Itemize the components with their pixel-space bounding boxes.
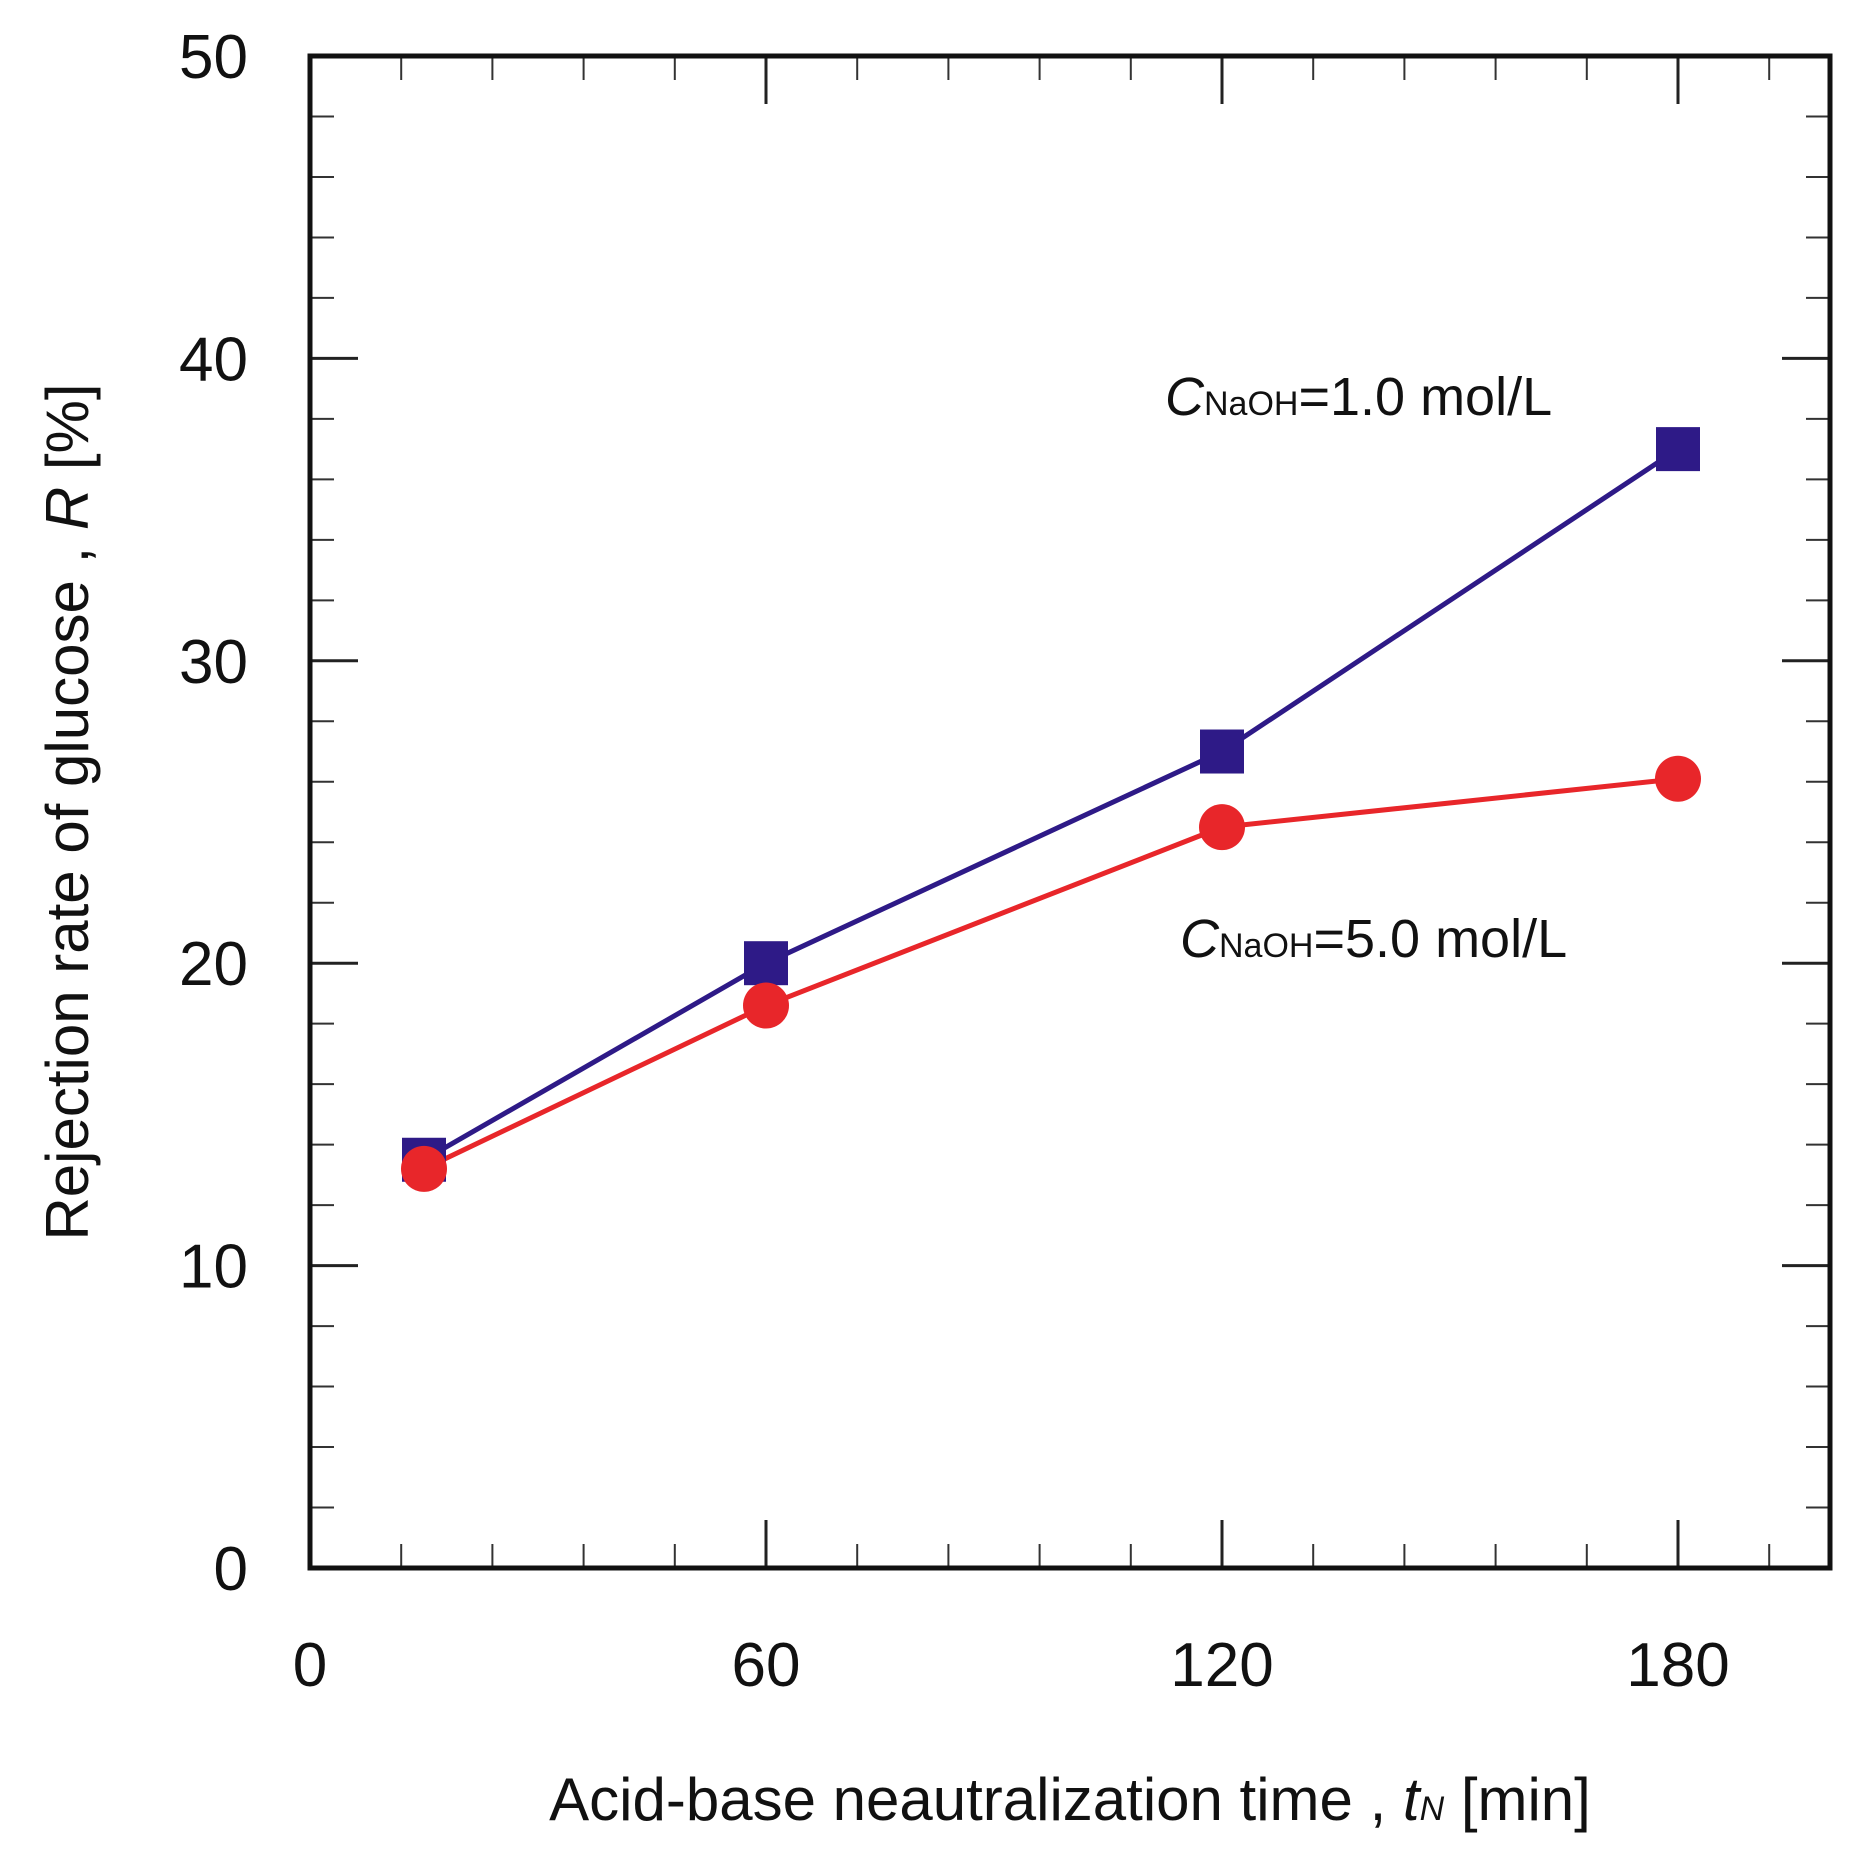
series-1-point (1200, 729, 1244, 774)
series-1-point (1656, 427, 1700, 472)
series-label-2-prefix: C (1180, 909, 1220, 969)
series-label-1: CNaOH=1.0 mol/L (1165, 367, 1552, 427)
series-1-point (744, 941, 788, 986)
series-line-2 (422, 776, 1679, 1172)
series-line-1 (422, 447, 1680, 1162)
x-axis-label-subscript: N (1420, 1790, 1445, 1828)
y-tick-label: 40 (179, 325, 248, 394)
y-tick-label: 30 (179, 628, 248, 697)
x-axis-label-symbol: t (1403, 1766, 1422, 1833)
y-axis-label: Rejection rate of glucose , R [%] (34, 383, 101, 1240)
plot-frame (307, 53, 1833, 1571)
x-tick-label: 0 (293, 1631, 327, 1700)
series-2-point (1655, 755, 1701, 802)
series-label-2: CNaOH=5.0 mol/L (1180, 909, 1567, 969)
y-tick-label: 0 (214, 1535, 248, 1604)
y-tick-label: 50 (179, 23, 248, 92)
series-2-point (401, 1145, 447, 1192)
x-tick-label: 120 (1170, 1631, 1273, 1700)
series-label-2-sub: NaOH (1219, 927, 1313, 965)
x-axis-label-unit: [min] (1444, 1766, 1591, 1833)
y-tick-label: 10 (179, 1233, 248, 1302)
x-axis-label: Acid-base neautralization time , tN [min… (549, 1766, 1591, 1833)
series-label-2-suffix: =5.0 mol/L (1313, 909, 1567, 969)
series-label-1-sub: NaOH (1204, 385, 1298, 423)
series-2-point (1199, 804, 1245, 851)
x-tick-labels: 0 60 120 180 (293, 1631, 1730, 1700)
x-axis-label-main: Acid-base neautralization time , (549, 1766, 1403, 1833)
major-ticks (310, 56, 1830, 1568)
y-tick-labels: 0 10 20 30 40 50 (179, 23, 248, 1604)
minor-ticks (310, 56, 1830, 1568)
x-tick-label: 180 (1626, 1631, 1729, 1700)
x-tick-label: 60 (732, 1631, 801, 1700)
y-axis-label-symbol: R (34, 487, 101, 530)
y-axis-label-main: Rejection rate of glucose , (34, 530, 101, 1240)
series-label-1-suffix: =1.0 mol/L (1298, 367, 1552, 427)
series-lines (422, 447, 1680, 1172)
series-2-point (743, 982, 789, 1029)
y-tick-label: 20 (179, 930, 248, 999)
y-axis-label-unit: [%] (34, 383, 101, 486)
series-label-1-prefix: C (1165, 367, 1205, 427)
series-markers (401, 427, 1701, 1192)
